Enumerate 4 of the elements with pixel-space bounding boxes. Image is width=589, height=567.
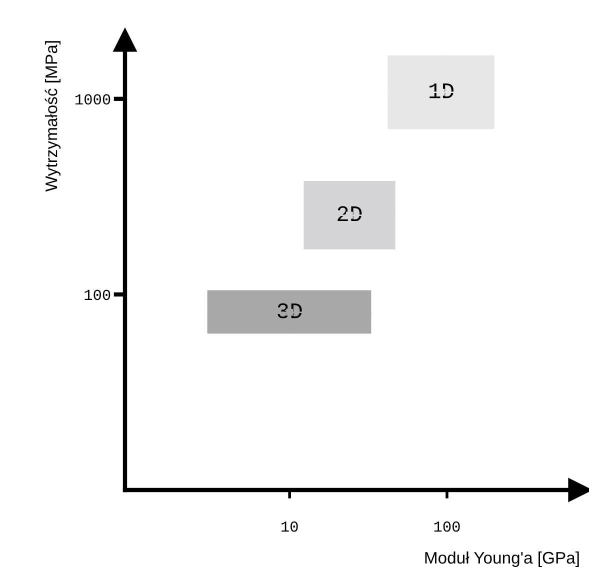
x-tick-label: 10 [282,521,298,532]
y-tick-label: 1000 [76,94,110,105]
y-axis-title: Wytrzymałość [MPa] [44,41,61,192]
x-axis-title: Moduł Young'a [GPa] [425,551,579,567]
